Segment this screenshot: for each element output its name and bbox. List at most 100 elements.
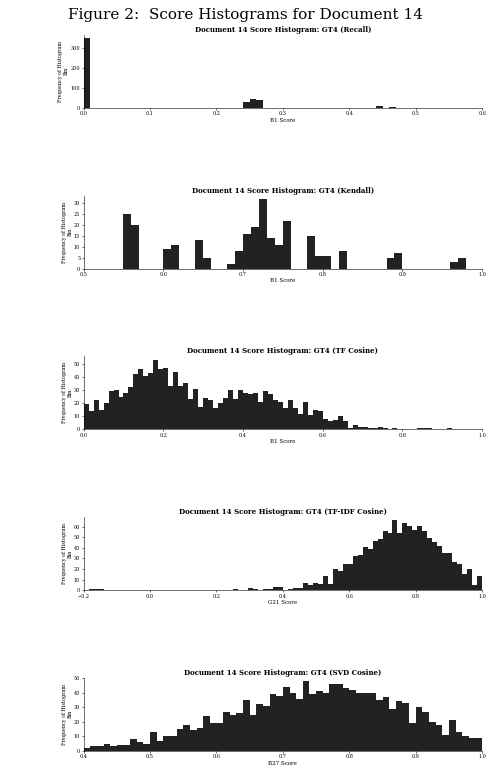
Bar: [195, 241, 203, 269]
Bar: [144, 375, 149, 430]
Y-axis label: Frequency of Histogram
Bin: Frequency of Histogram Bin: [59, 41, 69, 102]
X-axis label: G21 Score: G21 Score: [268, 600, 298, 605]
Bar: [358, 555, 363, 590]
Bar: [393, 520, 398, 590]
Bar: [230, 714, 237, 751]
Bar: [168, 386, 173, 430]
Bar: [251, 228, 259, 269]
Bar: [296, 699, 303, 751]
Bar: [349, 690, 356, 751]
Bar: [248, 394, 253, 430]
Bar: [308, 585, 313, 590]
Bar: [190, 731, 197, 751]
Bar: [323, 255, 331, 269]
Bar: [328, 584, 333, 590]
Bar: [449, 721, 456, 751]
Bar: [293, 409, 298, 430]
Bar: [237, 713, 243, 751]
Bar: [338, 252, 347, 269]
Y-axis label: Frequency of Histogram
Bin: Frequency of Histogram Bin: [62, 523, 72, 584]
Bar: [348, 428, 353, 430]
Bar: [308, 415, 313, 430]
Bar: [177, 729, 184, 751]
Bar: [277, 696, 283, 751]
Bar: [158, 369, 163, 430]
Y-axis label: Frequency of Histogram
Bin: Frequency of Histogram Bin: [62, 683, 72, 745]
Bar: [353, 557, 358, 590]
Bar: [233, 589, 238, 590]
Bar: [416, 707, 423, 751]
Bar: [218, 403, 223, 430]
Bar: [402, 522, 407, 590]
Bar: [423, 428, 428, 430]
Bar: [383, 697, 389, 751]
Bar: [417, 428, 423, 430]
Bar: [93, 400, 98, 430]
Bar: [452, 562, 457, 590]
Bar: [89, 589, 93, 590]
Bar: [293, 588, 298, 590]
Bar: [356, 693, 363, 751]
Bar: [462, 736, 469, 751]
Bar: [316, 691, 323, 751]
Bar: [336, 684, 343, 751]
Bar: [462, 574, 467, 590]
Bar: [303, 583, 308, 590]
Bar: [263, 706, 270, 751]
Bar: [330, 684, 336, 751]
Bar: [203, 716, 210, 751]
Bar: [423, 531, 428, 590]
Bar: [383, 531, 388, 590]
Bar: [348, 563, 353, 590]
Bar: [163, 368, 168, 430]
Bar: [98, 409, 104, 430]
Bar: [270, 694, 277, 751]
Bar: [184, 724, 190, 751]
Bar: [417, 526, 423, 590]
Bar: [98, 589, 104, 590]
Bar: [288, 400, 293, 430]
Bar: [323, 419, 328, 430]
Bar: [123, 214, 131, 269]
Bar: [318, 411, 323, 430]
Bar: [429, 722, 436, 751]
Bar: [407, 526, 412, 590]
Bar: [457, 563, 462, 590]
Bar: [467, 569, 472, 590]
Bar: [188, 399, 193, 430]
Bar: [456, 732, 462, 751]
Bar: [256, 704, 263, 751]
Bar: [250, 714, 256, 751]
Bar: [353, 426, 358, 430]
Bar: [84, 748, 91, 751]
Bar: [363, 547, 368, 590]
Bar: [248, 588, 253, 590]
Bar: [109, 392, 114, 430]
Bar: [447, 428, 452, 430]
Bar: [123, 392, 128, 430]
Bar: [144, 744, 150, 751]
Bar: [238, 390, 243, 430]
Bar: [472, 585, 477, 590]
Bar: [298, 413, 303, 430]
Bar: [436, 724, 442, 751]
Bar: [273, 587, 278, 590]
Bar: [156, 741, 163, 751]
Bar: [333, 420, 338, 430]
Title: Document 14 Score Histogram: GT4 (Recall): Document 14 Score Histogram: GT4 (Recall…: [195, 26, 371, 34]
Bar: [268, 394, 273, 430]
X-axis label: B1 Score: B1 Score: [270, 279, 296, 283]
Bar: [450, 262, 458, 269]
X-axis label: B1 Score: B1 Score: [270, 118, 296, 123]
Bar: [133, 374, 138, 430]
Bar: [402, 703, 409, 751]
Bar: [235, 252, 243, 269]
Title: Document 14 Score Histogram: GT4 (TF-IDF Cosine): Document 14 Score Histogram: GT4 (TF-IDF…: [179, 509, 387, 516]
Bar: [377, 426, 383, 430]
Bar: [409, 723, 416, 751]
Bar: [389, 709, 396, 751]
Bar: [198, 407, 203, 430]
X-axis label: B27 Score: B27 Score: [269, 761, 297, 765]
Bar: [223, 398, 228, 430]
Y-axis label: Frequency of Histogram
Bin: Frequency of Histogram Bin: [62, 362, 72, 423]
